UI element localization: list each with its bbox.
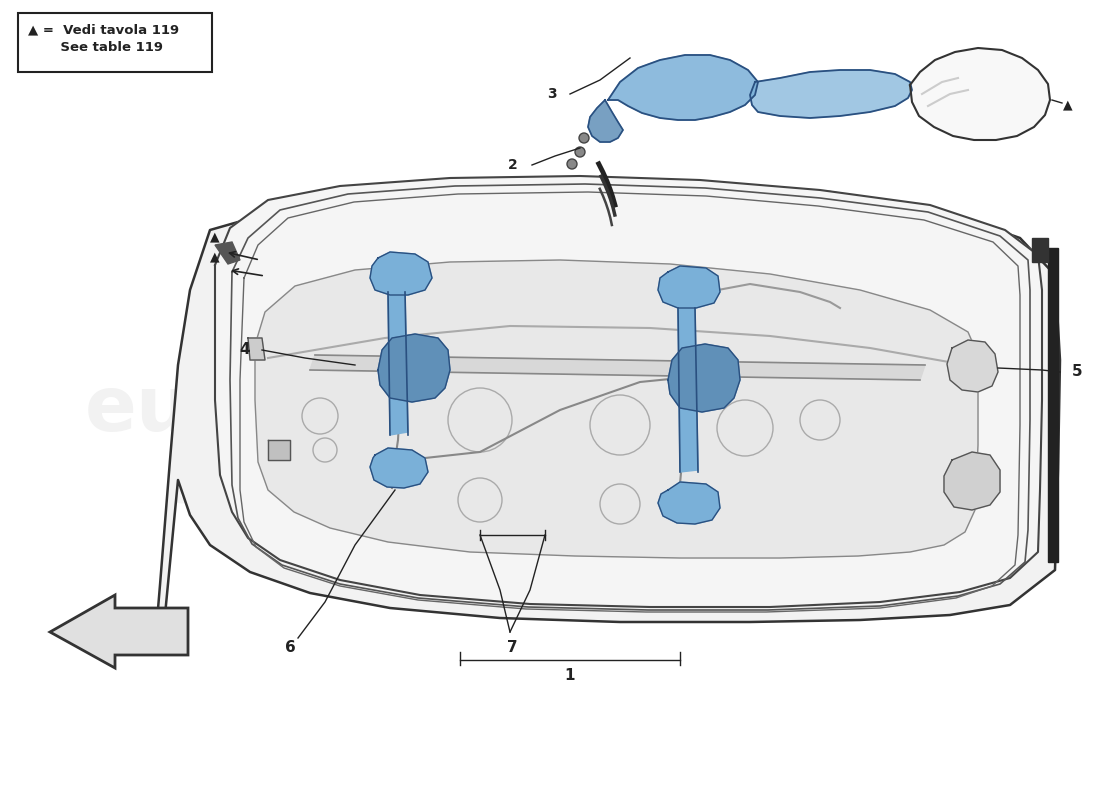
Polygon shape	[268, 440, 290, 460]
Polygon shape	[678, 308, 698, 472]
Text: ▲: ▲	[1064, 98, 1072, 111]
Text: ▲: ▲	[210, 250, 220, 263]
Text: since1985: since1985	[710, 521, 931, 559]
Polygon shape	[50, 595, 188, 668]
Text: See table 119: See table 119	[28, 41, 163, 54]
Polygon shape	[947, 340, 998, 392]
Polygon shape	[1048, 248, 1058, 562]
Circle shape	[566, 159, 578, 169]
Polygon shape	[668, 344, 740, 412]
Text: eurob2parts: eurob2parts	[85, 373, 615, 447]
Text: 5: 5	[1072, 365, 1082, 379]
Text: 2: 2	[508, 158, 518, 172]
Text: 1: 1	[564, 667, 575, 682]
Text: 7: 7	[507, 641, 517, 655]
FancyBboxPatch shape	[18, 13, 212, 72]
Polygon shape	[388, 292, 408, 435]
Polygon shape	[155, 182, 1060, 645]
Polygon shape	[214, 176, 1042, 607]
Polygon shape	[248, 338, 265, 360]
Polygon shape	[608, 55, 758, 120]
Text: ▲ =  Vedi tavola 119: ▲ = Vedi tavola 119	[28, 23, 179, 36]
Polygon shape	[378, 334, 450, 402]
Text: a passion: a passion	[172, 469, 409, 511]
Polygon shape	[658, 266, 720, 308]
Polygon shape	[255, 260, 978, 558]
Polygon shape	[310, 355, 925, 380]
Polygon shape	[1032, 238, 1048, 262]
Polygon shape	[658, 482, 720, 524]
Text: ▲: ▲	[210, 230, 220, 243]
Polygon shape	[750, 70, 912, 118]
Text: 4: 4	[240, 342, 250, 358]
Polygon shape	[370, 448, 428, 488]
Polygon shape	[588, 100, 623, 142]
Polygon shape	[944, 452, 1000, 510]
Text: 6: 6	[285, 641, 296, 655]
Circle shape	[575, 147, 585, 157]
Text: 3: 3	[548, 87, 557, 101]
Polygon shape	[370, 252, 432, 295]
Polygon shape	[214, 242, 240, 264]
Circle shape	[579, 133, 588, 143]
Polygon shape	[910, 48, 1050, 140]
